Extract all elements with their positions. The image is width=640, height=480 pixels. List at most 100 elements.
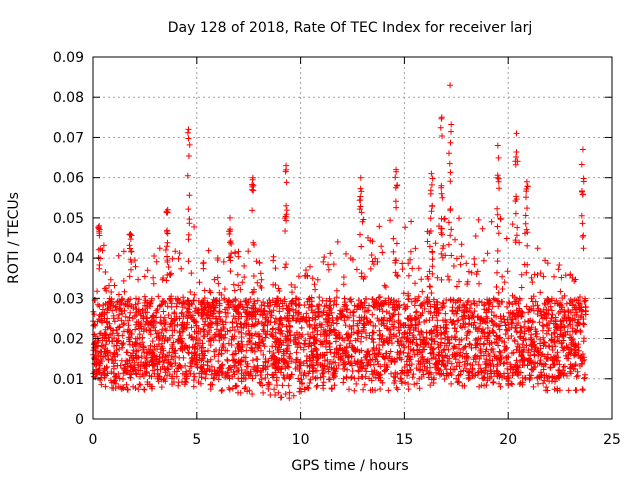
data-point xyxy=(563,317,570,324)
data-point xyxy=(413,308,420,315)
data-point xyxy=(534,311,541,317)
data-point xyxy=(396,330,403,337)
data-point xyxy=(283,162,290,169)
data-point xyxy=(310,309,316,316)
data-point xyxy=(158,320,165,327)
data-point xyxy=(204,323,211,329)
data-point xyxy=(360,386,367,393)
data-point xyxy=(206,315,213,322)
data-point xyxy=(561,345,568,352)
data-point xyxy=(387,348,394,355)
data-point xyxy=(95,316,102,323)
data-point xyxy=(407,256,414,263)
y-axis-label: ROTI / TECUs xyxy=(6,192,22,284)
data-point xyxy=(513,196,520,203)
data-point xyxy=(209,302,216,309)
data-point xyxy=(249,174,256,181)
data-point xyxy=(523,303,530,310)
data-point xyxy=(322,330,328,337)
data-point xyxy=(224,356,231,363)
data-point xyxy=(176,329,183,336)
data-point xyxy=(496,326,503,333)
data-point xyxy=(231,287,238,294)
data-point xyxy=(99,306,106,313)
data-point xyxy=(227,268,234,275)
data-point xyxy=(438,225,445,232)
data-point xyxy=(242,331,249,337)
data-point xyxy=(461,312,468,319)
data-point xyxy=(513,322,520,329)
data-point xyxy=(320,258,327,265)
data-point xyxy=(535,380,541,387)
data-point xyxy=(384,335,390,342)
data-point xyxy=(457,371,464,378)
data-point xyxy=(461,344,468,351)
data-point xyxy=(320,379,327,386)
data-point xyxy=(496,185,502,192)
data-point xyxy=(126,327,133,334)
data-point xyxy=(511,313,518,320)
data-point xyxy=(573,387,580,394)
data-point xyxy=(275,363,282,370)
data-point xyxy=(262,358,269,365)
data-point xyxy=(298,324,305,331)
data-point xyxy=(574,319,581,326)
data-point xyxy=(326,302,333,309)
data-point xyxy=(297,358,304,365)
data-point xyxy=(383,323,390,330)
data-point xyxy=(484,330,491,337)
data-point xyxy=(452,336,459,343)
data-point xyxy=(282,264,288,271)
data-point xyxy=(392,259,399,266)
data-point xyxy=(207,324,214,331)
data-point xyxy=(550,361,557,368)
data-point xyxy=(249,357,256,364)
data-point xyxy=(282,391,289,397)
data-point xyxy=(140,346,146,353)
data-point xyxy=(578,161,585,168)
data-point xyxy=(187,360,194,366)
data-point xyxy=(319,382,326,389)
data-point xyxy=(273,356,280,363)
data-point xyxy=(513,296,520,303)
data-point xyxy=(438,349,445,356)
data-point xyxy=(393,166,400,173)
data-point xyxy=(102,365,109,372)
data-point xyxy=(488,373,495,380)
data-point xyxy=(270,371,277,378)
data-point xyxy=(151,370,158,377)
data-point xyxy=(153,314,160,321)
data-point xyxy=(510,369,517,376)
data-point xyxy=(198,370,205,377)
data-point xyxy=(274,347,281,353)
data-point xyxy=(125,303,132,310)
data-point xyxy=(127,309,134,316)
data-point xyxy=(514,371,521,377)
data-point xyxy=(419,300,426,307)
data-point xyxy=(197,380,204,387)
data-point xyxy=(201,295,208,302)
data-point xyxy=(404,303,411,310)
data-point xyxy=(141,386,148,393)
data-point xyxy=(574,368,581,375)
data-point xyxy=(243,323,250,329)
data-point xyxy=(452,344,458,351)
data-point xyxy=(148,373,155,380)
data-point xyxy=(421,305,428,312)
data-point xyxy=(508,380,515,387)
data-point xyxy=(537,345,544,352)
data-point xyxy=(469,362,476,369)
data-point xyxy=(379,379,386,386)
data-point xyxy=(494,223,501,230)
data-point xyxy=(127,352,134,359)
data-point xyxy=(515,312,522,319)
data-point xyxy=(169,255,176,262)
data-point xyxy=(495,289,502,296)
data-point xyxy=(292,341,299,348)
data-point xyxy=(383,363,390,370)
data-point xyxy=(485,351,492,357)
data-point xyxy=(399,266,406,273)
data-point xyxy=(528,366,535,373)
data-point xyxy=(305,385,312,392)
data-point xyxy=(91,321,98,328)
